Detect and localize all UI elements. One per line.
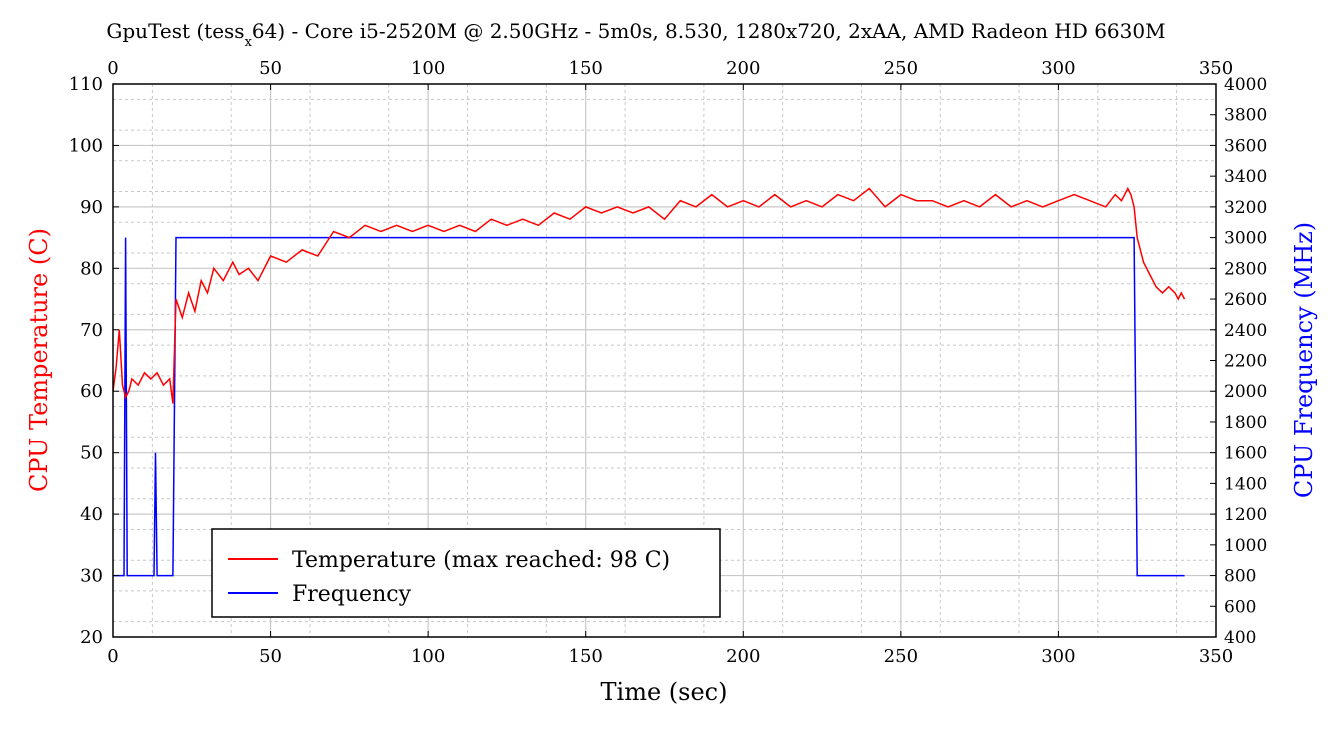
legend-temperature-label: Temperature (max reached: 98 C) [292,548,670,573]
y-right-tick-label: 3000 [1224,229,1267,249]
series-temperature-line [112,186,1186,404]
y-right-tick-label: 1400 [1224,474,1267,494]
y-left-tick-label: 20 [80,627,103,648]
y-left-tick-label: 30 [80,566,103,587]
y-left-tick-label: 110 [69,74,103,95]
x-tick-label: 200 [726,646,760,667]
x-tick-label: 250 [884,646,918,667]
y-right-tick-label: 3400 [1224,167,1267,187]
y-right-tick-label: 3800 [1224,106,1267,126]
axes: 0 50 100 150 200 250 300 350 0 50 100 150 200 250 300 3… [69,58,1268,667]
x-axis-label: Time (sec) [601,678,728,706]
y-right-tick-label: 4000 [1224,75,1267,95]
x-top-tick-label: 300 [1041,58,1075,79]
y-left-tick-label: 70 [80,320,103,341]
y-left-tick-label: 100 [69,135,103,156]
y-right-tick-label: 2800 [1224,259,1267,279]
y-right-tick-label: 1800 [1224,413,1267,433]
series-layer [112,186,1186,577]
y-right-tick-label: 2400 [1224,321,1267,341]
y-right-tick-label: 400 [1224,628,1256,648]
y-left-tick-label: 50 [80,443,103,464]
x-tick-label: 350 [1199,646,1233,667]
grid [113,84,1216,637]
y-right-tick-label: 1600 [1224,444,1267,464]
y-right-tick-label: 2600 [1224,290,1267,310]
y-left-tick-label: 80 [80,258,103,279]
y-right-axis-label: CPU Frequency (MHz) [1290,222,1318,498]
x-tick-label: 150 [569,646,603,667]
y-right-tick-label: 1200 [1224,505,1267,525]
chart-title: GpuTest (tessx64) - Core i5-2520M @ 2.50… [106,19,1165,50]
x-tick-label: 100 [411,646,445,667]
y-right-tick-label: 2000 [1224,382,1267,402]
legend-box [211,528,721,618]
x-tick-label: 50 [259,646,282,667]
x-top-tick-label: 250 [884,58,918,79]
y-left-tick-label: 40 [80,504,103,525]
y-right-tick-label: 3200 [1224,198,1267,218]
x-top-tick-label: 150 [569,58,603,79]
legend: Temperature (max reached: 98 C) Frequenc… [211,528,721,618]
series-frequency-line [113,236,1185,577]
y-left-tick-label: 90 [80,197,103,218]
x-top-tick-label: 50 [259,58,282,79]
x-tick-label: 300 [1041,646,1075,667]
x-top-tick-label: 0 [107,58,118,79]
legend-frequency-label: Frequency [292,582,412,607]
y-right-tick-label: 3600 [1224,136,1267,156]
x-top-tick-label: 200 [726,58,760,79]
y-right-tick-label: 600 [1224,597,1256,617]
y-left-tick-label: 60 [80,381,103,402]
x-top-tick-label: 350 [1199,58,1233,79]
y-right-tick-label: 800 [1224,567,1256,587]
x-tick-label: 0 [107,646,118,667]
y-right-tick-label: 2200 [1224,352,1267,372]
y-left-axis-label: CPU Temperature (C) [25,228,53,492]
y-right-tick-label: 1000 [1224,536,1267,556]
x-top-tick-label: 100 [411,58,445,79]
